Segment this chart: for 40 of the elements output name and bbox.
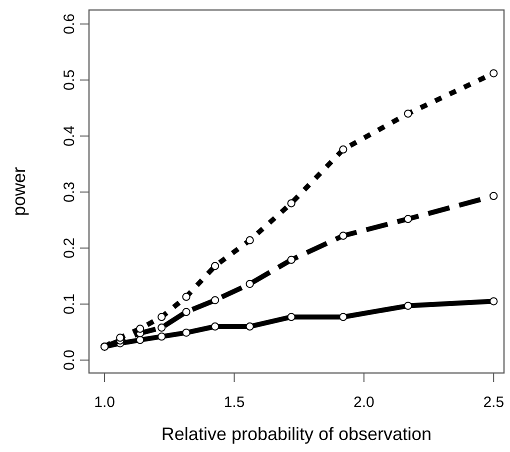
- point: [490, 69, 498, 78]
- point: [158, 324, 166, 332]
- point: [339, 312, 348, 322]
- point: [339, 145, 348, 154]
- point: [158, 332, 166, 341]
- point: [182, 292, 190, 301]
- point: [287, 256, 296, 264]
- y-tick-label: 0.0: [61, 350, 78, 371]
- y-axis-title: power: [9, 166, 29, 216]
- point: [246, 236, 254, 244]
- point: [136, 324, 144, 333]
- point: [116, 334, 124, 342]
- point: [490, 192, 498, 200]
- x-tick-label: 1.5: [224, 394, 245, 411]
- point: [404, 302, 412, 310]
- point: [210, 322, 220, 331]
- point: [490, 297, 498, 306]
- x-tick-label: 2.5: [483, 394, 504, 411]
- point: [287, 312, 296, 322]
- y-tick-label: 0.1: [61, 294, 78, 315]
- y-tick-label: 0.3: [61, 182, 78, 202]
- point: [182, 328, 190, 337]
- x-axis-title: Relative probability of observation: [161, 424, 432, 444]
- y-tick-label: 0.4: [61, 126, 78, 146]
- x-tick-label: 1.0: [94, 394, 115, 411]
- x-tick-label: 2.0: [354, 394, 374, 411]
- point: [210, 262, 220, 270]
- point: [210, 296, 220, 304]
- y-tick-label: 0.6: [61, 14, 78, 34]
- point: [182, 308, 190, 316]
- point: [136, 336, 144, 344]
- point: [158, 312, 166, 322]
- point: [404, 214, 412, 224]
- point: [339, 232, 348, 240]
- point: [246, 280, 254, 288]
- point: [287, 199, 296, 208]
- y-tick-label: 0.5: [61, 70, 78, 90]
- point: [404, 110, 412, 118]
- y-tick-label: 0.2: [61, 238, 78, 259]
- point: [246, 322, 254, 331]
